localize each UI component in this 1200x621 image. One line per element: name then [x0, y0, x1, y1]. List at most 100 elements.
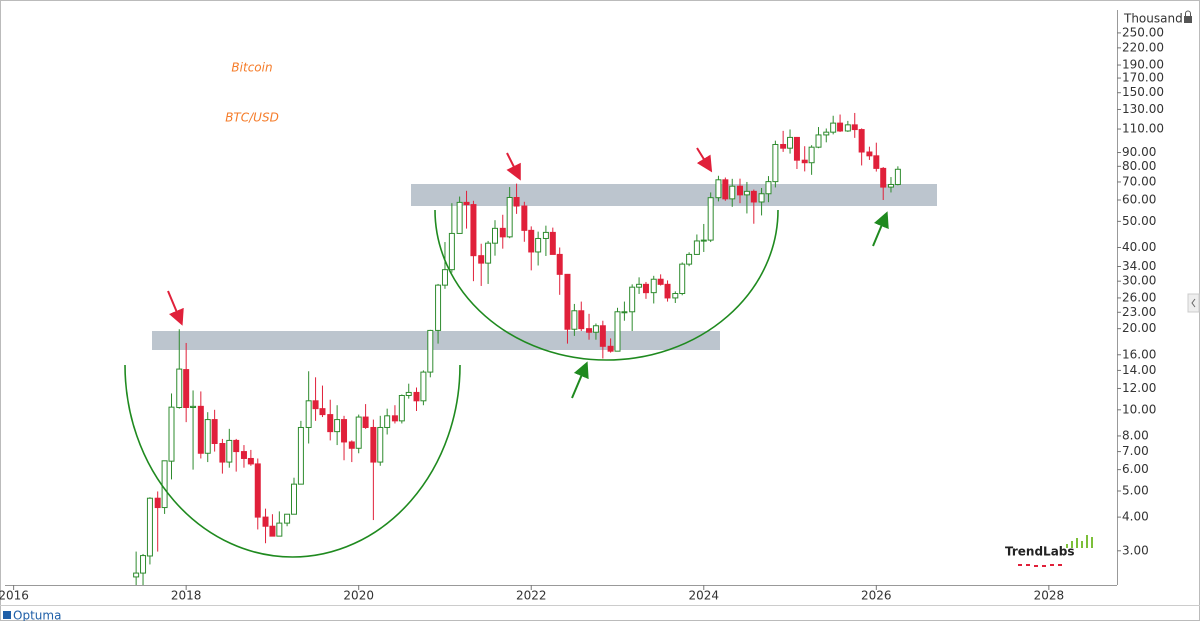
x-tick-label: 2018: [171, 589, 202, 603]
candle-body: [793, 136, 800, 161]
candle-body: [586, 328, 593, 333]
y-tick-label: 40.00: [1122, 240, 1156, 254]
candle-body: [448, 232, 455, 271]
candle-body: [787, 136, 794, 149]
candle-body: [435, 284, 442, 331]
y-tick-label: 50.00: [1122, 214, 1156, 228]
candle-body: [750, 190, 757, 203]
y-tick-label: 6.00: [1122, 462, 1149, 476]
candle-body: [599, 325, 606, 347]
y-tick-label: 60.00: [1122, 193, 1156, 207]
candle-body: [506, 196, 513, 238]
x-tick-label: 2026: [861, 589, 892, 603]
candle-body: [391, 415, 398, 422]
y-tick-label: 3.00: [1122, 543, 1149, 557]
candle-body: [154, 497, 161, 509]
candle-body: [578, 310, 585, 330]
candle-body: [456, 201, 463, 234]
candle-body: [485, 242, 492, 264]
candle-body: [384, 415, 391, 428]
candle-body: [319, 408, 326, 416]
candle-body: [614, 311, 621, 352]
green-arrow: [872, 211, 889, 247]
candle-body: [219, 442, 226, 463]
y-tick-label: 190.00: [1122, 58, 1164, 72]
candle-body: [772, 143, 779, 183]
resistance-zone: [152, 331, 720, 350]
candle-body: [851, 124, 858, 131]
lock-icon: [1185, 10, 1191, 16]
candle-body: [341, 419, 348, 443]
x-tick-label: 2020: [343, 589, 374, 603]
candle-body: [478, 255, 485, 264]
candle-body: [513, 196, 520, 207]
candle-body: [161, 460, 168, 509]
candle-body: [844, 124, 851, 132]
y-tick-label: 30.00: [1122, 274, 1156, 288]
footer-icon: [3, 611, 11, 619]
candle-body: [715, 179, 722, 199]
candle-body: [284, 513, 291, 524]
footer-text: Optuma: [13, 609, 61, 621]
y-tick-label: 4.00: [1122, 510, 1149, 524]
candle-body: [262, 516, 269, 527]
y-tick-label: 20.00: [1122, 321, 1156, 335]
candle-body: [312, 400, 319, 410]
candle-body: [664, 283, 671, 299]
cup-arc: [434, 209, 779, 361]
candle-body: [355, 416, 362, 449]
y-tick-label: 80.00: [1122, 159, 1156, 173]
candle-body: [420, 371, 427, 402]
candle-body: [362, 416, 369, 428]
candle-body: [521, 205, 528, 231]
candle-body: [629, 286, 636, 313]
red-arrow: [696, 147, 713, 173]
candle-body: [556, 253, 563, 275]
candle-body: [636, 283, 643, 288]
candle-body: [240, 451, 247, 459]
candle-body: [607, 345, 614, 352]
candle-body: [133, 572, 140, 578]
candle-body: [873, 155, 880, 169]
candle-body: [700, 239, 707, 242]
candle-body: [269, 525, 276, 537]
candle-body: [737, 185, 744, 196]
candle-body: [823, 131, 830, 136]
candle-body: [197, 405, 204, 454]
candle-body: [297, 426, 304, 485]
candle-body: [377, 426, 384, 463]
candle-body: [499, 227, 506, 238]
candle-body: [693, 240, 700, 255]
candle-body: [672, 293, 679, 299]
y-tick-label: 7.00: [1122, 444, 1149, 458]
logo-text: TrendLabs: [1005, 545, 1075, 559]
candle-body: [592, 325, 599, 333]
candle-body: [815, 134, 822, 148]
y-tick-label: 23.00: [1122, 305, 1156, 319]
resistance-zone: [411, 184, 937, 206]
side-tab-icon: [1191, 298, 1196, 308]
candle-body: [211, 419, 218, 444]
candle-body: [686, 253, 693, 265]
candle-body: [233, 439, 240, 453]
candle-body: [650, 278, 657, 294]
candle-body: [305, 400, 312, 428]
candle-body: [413, 391, 420, 402]
red-arrow: [167, 290, 184, 326]
candle-body: [146, 497, 153, 557]
candle-body: [348, 441, 355, 449]
logo: TrendLabs: [1005, 535, 1093, 567]
y-tick-label: 16.00: [1122, 347, 1156, 361]
side-tab[interactable]: [1187, 293, 1200, 313]
candle-body: [427, 329, 434, 373]
y-tick-label: 12.00: [1122, 381, 1156, 395]
y-tick-label: 250.00: [1122, 25, 1164, 39]
candle-body: [679, 263, 686, 295]
y-tick-label: 14.00: [1122, 363, 1156, 377]
y-tick-label: 70.00: [1122, 174, 1156, 188]
candle-body: [707, 197, 714, 241]
y-tick-label: 130.00: [1122, 102, 1164, 116]
candle-body: [140, 555, 147, 574]
